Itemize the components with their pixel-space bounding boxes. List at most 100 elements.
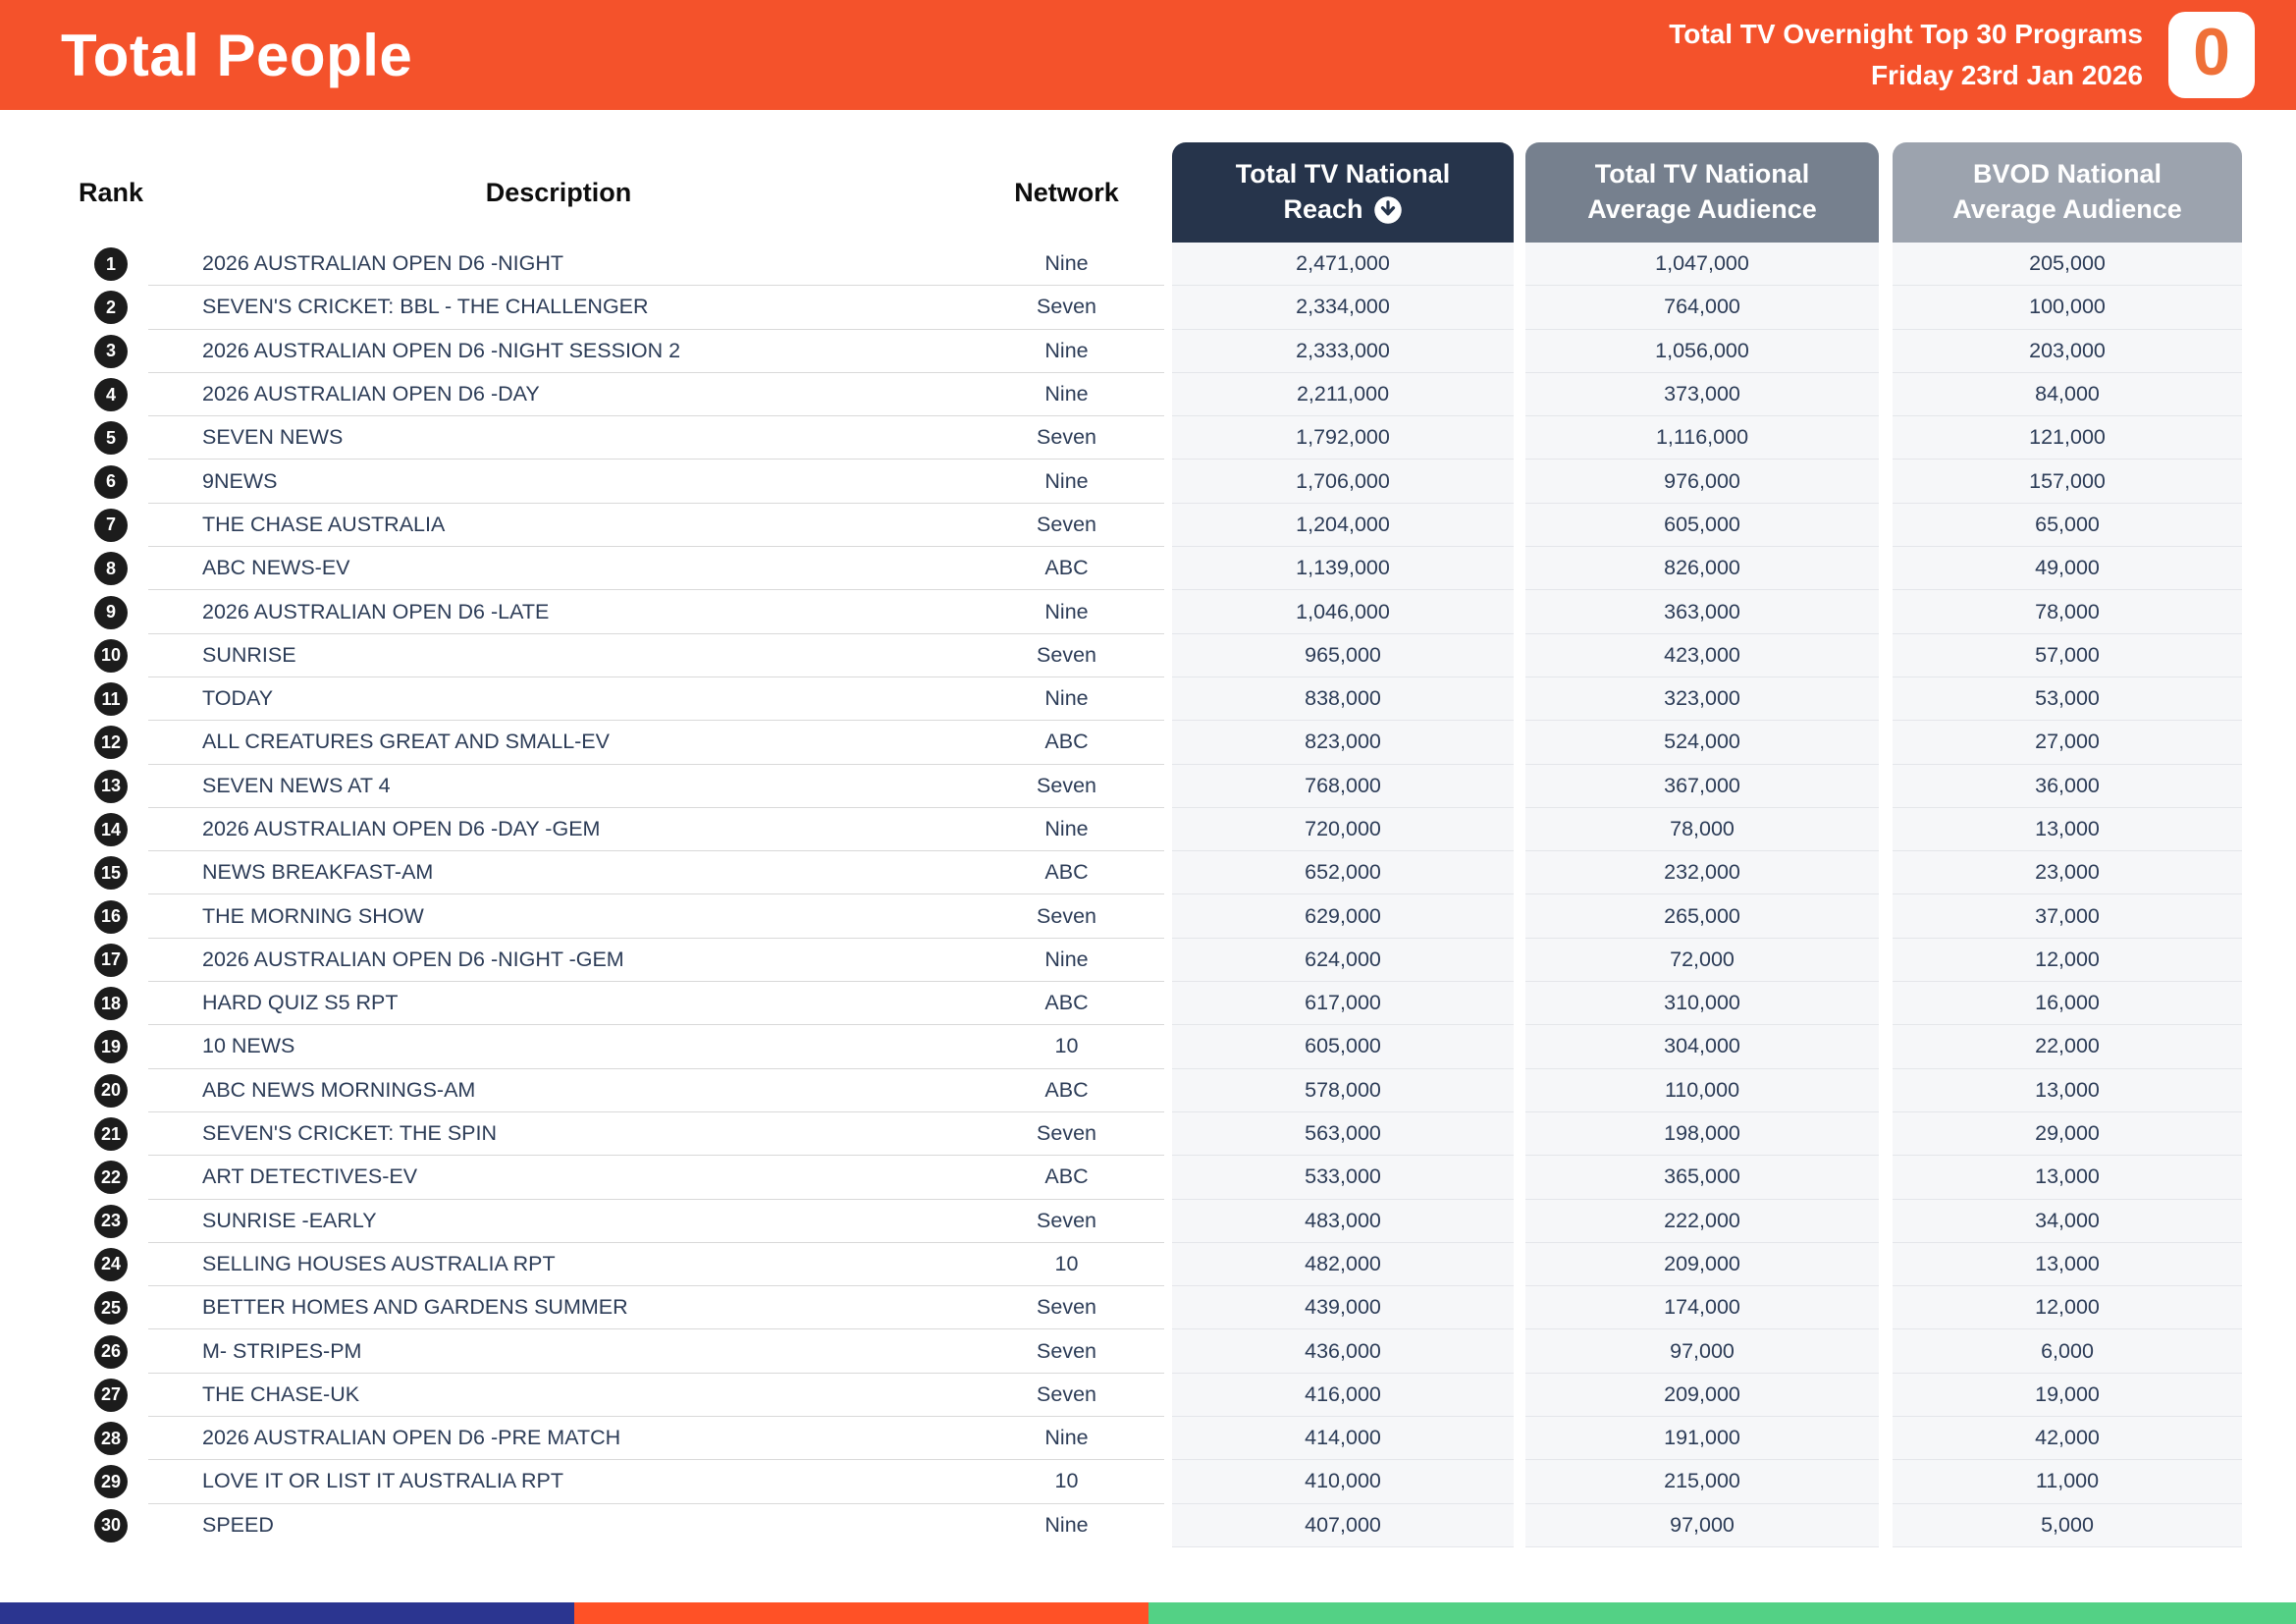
program-description: THE CHASE-UK <box>148 1374 969 1418</box>
program-description: 2026 AUSTRALIAN OPEN D6 -PRE MATCH <box>148 1417 969 1461</box>
program-network: Nine <box>969 243 1164 287</box>
bvod-average-value: 157,000 <box>1893 460 2242 504</box>
program-network: Nine <box>969 808 1164 852</box>
table-header-row: Rank Description Network Total TV Nation… <box>74 142 2242 243</box>
program-network: Nine <box>969 330 1164 373</box>
footer-color-bar <box>0 1602 2296 1624</box>
total-tv-reach-value: 838,000 <box>1172 677 1514 722</box>
rank-badge: 4 <box>94 378 128 412</box>
bvod-average-value: 27,000 <box>1893 721 2242 765</box>
program-network: Seven <box>969 416 1164 460</box>
reach-header-line1: Total TV National <box>1235 159 1451 189</box>
bvod-average-value: 203,000 <box>1893 329 2242 373</box>
table-row: 17 2026 AUSTRALIAN OPEN D6 -NIGHT -GEM N… <box>74 938 2242 983</box>
avg-header-line1: Total TV National <box>1594 159 1810 189</box>
bvod-average-value: 36,000 <box>1893 764 2242 808</box>
bvod-average-value: 78,000 <box>1893 590 2242 634</box>
program-network: Seven <box>969 634 1164 677</box>
program-network: ABC <box>969 851 1164 895</box>
program-description: ABC NEWS MORNINGS-AM <box>148 1069 969 1112</box>
table-row: 9 2026 AUSTRALIAN OPEN D6 -LATE Nine 1,0… <box>74 590 2242 634</box>
total-tv-reach-value: 823,000 <box>1172 721 1514 765</box>
rank-badge: 16 <box>94 899 128 934</box>
rank-badge: 15 <box>94 856 128 891</box>
total-tv-reach-value: 407,000 <box>1172 1503 1514 1547</box>
table-row: 3 2026 AUSTRALIAN OPEN D6 -NIGHT SESSION… <box>74 329 2242 373</box>
rank-badge: 3 <box>94 334 128 368</box>
total-tv-average-value: 209,000 <box>1525 1242 1879 1287</box>
table-row: 19 10 NEWS 10 605,000 304,000 22,000 <box>74 1025 2242 1069</box>
rank-cell: 13 <box>74 765 148 808</box>
column-header-total-tv-reach[interactable]: Total TV National Reach <box>1172 142 1514 243</box>
total-tv-average-value: 976,000 <box>1525 460 1879 504</box>
total-tv-average-value: 605,000 <box>1525 503 1879 548</box>
bvod-average-value: 12,000 <box>1893 938 2242 983</box>
bvod-average-value: 34,000 <box>1893 1199 2242 1243</box>
program-network: Seven <box>969 1374 1164 1418</box>
program-network: Seven <box>969 1200 1164 1243</box>
total-tv-reach-value: 2,333,000 <box>1172 329 1514 373</box>
column-header-total-tv-average[interactable]: Total TV National Average Audience <box>1525 142 1879 243</box>
table-row: 5 SEVEN NEWS Seven 1,792,000 1,116,000 1… <box>74 416 2242 460</box>
program-description: SELLING HOUSES AUSTRALIA RPT <box>148 1243 969 1287</box>
total-tv-average-value: 222,000 <box>1525 1199 1879 1243</box>
rank-badge: 5 <box>94 421 128 456</box>
rank-cell: 6 <box>74 460 148 503</box>
bvod-average-value: 49,000 <box>1893 547 2242 591</box>
rank-cell: 20 <box>74 1069 148 1112</box>
table-row: 8 ABC NEWS-EV ABC 1,139,000 826,000 49,0… <box>74 547 2242 591</box>
rank-badge: 27 <box>94 1378 128 1412</box>
bvod-average-value: 29,000 <box>1893 1111 2242 1157</box>
report-name: Total TV Overnight Top 30 Programs <box>1669 19 2143 49</box>
rank-cell: 4 <box>74 373 148 416</box>
top30-table: Rank Description Network Total TV Nation… <box>0 110 2296 1547</box>
column-header-bvod-average[interactable]: BVOD National Average Audience <box>1893 142 2242 243</box>
rank-badge: 30 <box>94 1508 128 1543</box>
program-network: ABC <box>969 1069 1164 1112</box>
table-row: 20 ABC NEWS MORNINGS-AM ABC 578,000 110,… <box>74 1068 2242 1112</box>
bvod-header-line2: Average Audience <box>1952 194 2182 224</box>
rank-cell: 26 <box>74 1329 148 1373</box>
total-tv-reach-value: 629,000 <box>1172 894 1514 939</box>
rank-cell: 25 <box>74 1286 148 1329</box>
bvod-average-value: 37,000 <box>1893 894 2242 939</box>
total-tv-average-value: 367,000 <box>1525 764 1879 808</box>
rank-badge: 6 <box>94 464 128 499</box>
rank-badge: 28 <box>94 1422 128 1456</box>
page-title: Total People <box>61 22 413 88</box>
rank-cell: 5 <box>74 416 148 460</box>
column-header-rank: Rank <box>78 177 144 207</box>
total-tv-reach-value: 1,046,000 <box>1172 590 1514 634</box>
program-description: SUNRISE -EARLY <box>148 1200 969 1243</box>
rank-cell: 21 <box>74 1112 148 1156</box>
rank-cell: 29 <box>74 1460 148 1503</box>
program-description: TODAY <box>148 677 969 722</box>
rank-cell: 3 <box>74 330 148 373</box>
total-tv-reach-value: 720,000 <box>1172 807 1514 852</box>
bvod-average-value: 42,000 <box>1893 1417 2242 1461</box>
rank-badge: 24 <box>94 1247 128 1281</box>
program-description: 2026 AUSTRALIAN OPEN D6 -NIGHT SESSION 2 <box>148 330 969 373</box>
total-tv-reach-value: 768,000 <box>1172 764 1514 808</box>
rank-badge: 29 <box>94 1465 128 1499</box>
table-row: 28 2026 AUSTRALIAN OPEN D6 -PRE MATCH Ni… <box>74 1417 2242 1461</box>
table-row: 30 SPEED Nine 407,000 97,000 5,000 <box>74 1503 2242 1547</box>
oztam-logo: 0 <box>2168 12 2255 98</box>
bvod-average-value: 23,000 <box>1893 851 2242 895</box>
table-row: 2 SEVEN'S CRICKET: BBL - THE CHALLENGER … <box>74 286 2242 330</box>
total-tv-reach-value: 563,000 <box>1172 1111 1514 1157</box>
rank-badge: 23 <box>94 1204 128 1238</box>
rank-badge: 11 <box>94 682 128 717</box>
total-tv-reach-value: 436,000 <box>1172 1329 1514 1374</box>
rank-badge: 13 <box>94 769 128 803</box>
bvod-average-value: 13,000 <box>1893 1068 2242 1112</box>
rank-cell: 10 <box>74 634 148 677</box>
program-network: 10 <box>969 1460 1164 1504</box>
total-tv-average-value: 1,056,000 <box>1525 329 1879 373</box>
table-row: 1 2026 AUSTRALIAN OPEN D6 -NIGHT Nine 2,… <box>74 243 2242 287</box>
reach-header-line2: Reach <box>1283 194 1363 224</box>
program-description: SEVEN'S CRICKET: BBL - THE CHALLENGER <box>148 286 969 330</box>
program-network: Seven <box>969 286 1164 330</box>
program-description: 2026 AUSTRALIAN OPEN D6 -LATE <box>148 590 969 634</box>
total-tv-reach-value: 2,471,000 <box>1172 243 1514 287</box>
